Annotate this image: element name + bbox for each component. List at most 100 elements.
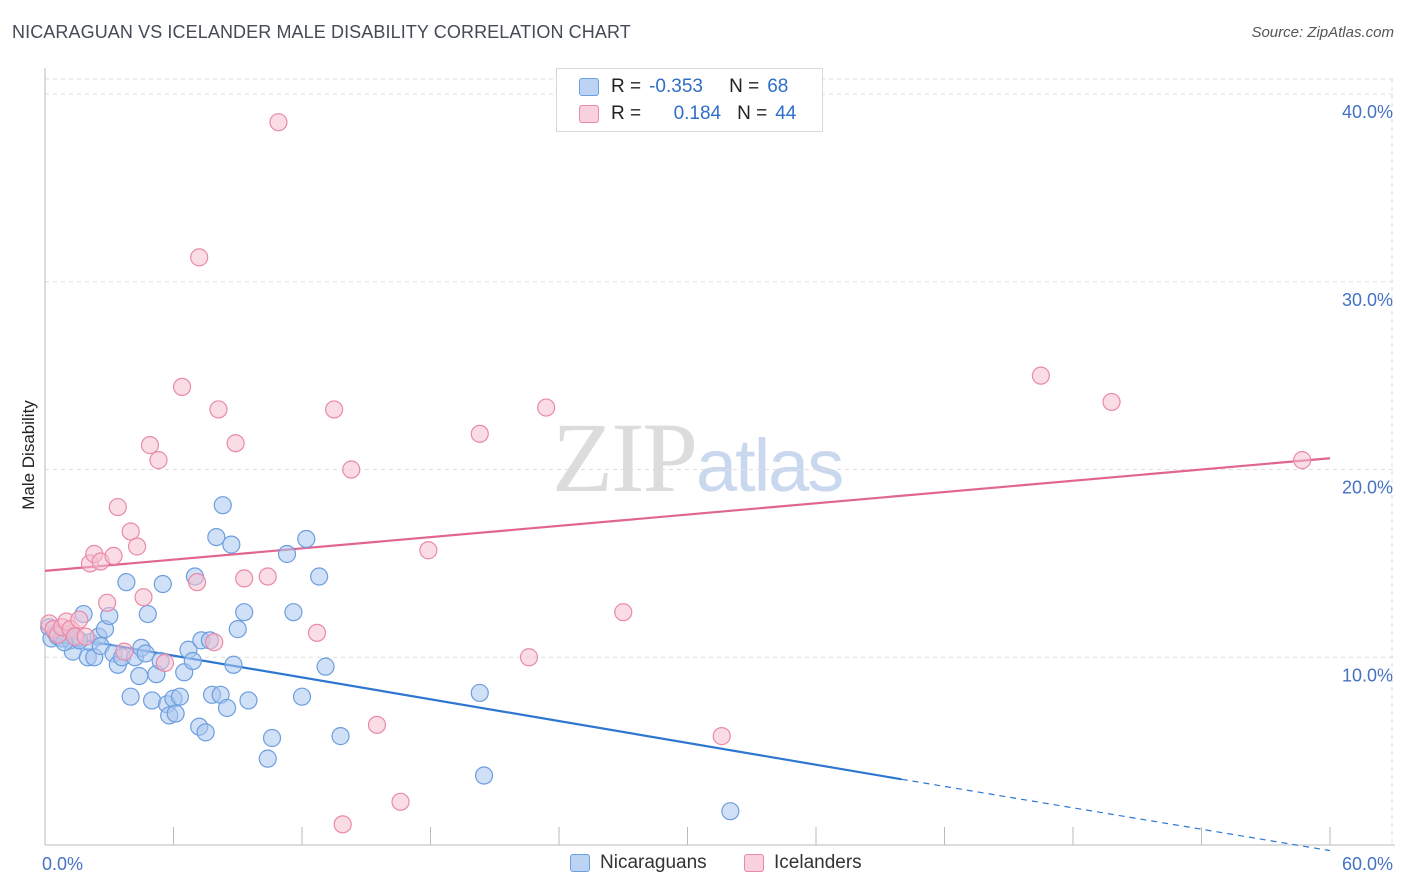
nicaraguan-point (222, 535, 241, 554)
icelander-point (205, 633, 224, 652)
icelander-point (190, 248, 209, 267)
icelander-point (258, 567, 277, 586)
icelander-point (155, 653, 175, 672)
trend-lines (44, 457, 1331, 852)
blue-swatch-icon (570, 854, 590, 872)
nicaraguan-point (474, 766, 494, 785)
nicaraguan-point (262, 728, 282, 748)
icelander-point (121, 522, 140, 541)
bottom-legend-label: Nicaraguans (600, 852, 707, 873)
nicaraguan-point (239, 691, 258, 710)
nicaraguan-point (316, 657, 335, 676)
y-axis-title: Male Disability (19, 400, 38, 510)
icelanders-trend-line (44, 457, 1331, 572)
icelander-point (342, 460, 361, 479)
watermark: ZIPatlas (552, 400, 844, 515)
nicaraguan-point (166, 704, 185, 723)
nicaraguan-point (183, 651, 202, 671)
icelander-point (1031, 366, 1050, 385)
chart-title: NICARAGUAN VS ICELANDER MALE DISABILITY … (12, 22, 631, 42)
legend-n-label: N = (737, 103, 768, 124)
pink-swatch-icon (744, 854, 764, 872)
nicaraguan-point (136, 644, 155, 663)
x-tick-label: 0.0% (42, 854, 83, 874)
nicaraguan-point (217, 698, 237, 718)
nicaraguan-point (235, 603, 254, 622)
icelander-point (307, 623, 327, 642)
legend-row-nicaraguans: R = -0.353 N = 68 (579, 75, 788, 99)
source-label: Source: ZipAtlas.com (1251, 24, 1394, 41)
nicaraguan-point (138, 604, 157, 624)
icelander-point (1293, 451, 1312, 470)
nicaraguan-point (196, 723, 215, 742)
axes (44, 68, 1395, 846)
blue-swatch-icon (579, 78, 599, 96)
nicaraguan-point (721, 802, 740, 821)
watermark-atlas: atlas (696, 424, 844, 507)
icelander-point (134, 588, 153, 607)
nicaraguan-point (284, 603, 303, 622)
legend-r-label: R = (611, 103, 642, 124)
nicaraguan-point (207, 527, 226, 547)
icelander-point (419, 541, 438, 560)
nicaraguan-point (297, 529, 316, 549)
y-tick-label: 30.0% (1342, 290, 1393, 310)
icelander-point (325, 400, 344, 419)
icelanders-points (40, 113, 1312, 834)
icelander-point (76, 627, 95, 646)
icelander-point (519, 648, 539, 667)
nicaraguan-point (258, 749, 277, 768)
nicaraguan-point (470, 683, 489, 703)
tick-labels: 10.0% 20.0% 30.0% 40.0% 0.0% 60.0% (42, 102, 1393, 874)
nicaraguan-point (170, 687, 190, 706)
nicaraguan-point (213, 496, 232, 515)
legend-r-value: -0.353 (649, 76, 703, 97)
nicaraguan-point (224, 655, 243, 674)
nicaraguan-point (153, 574, 172, 594)
bottom-legend-nicaraguans: Nicaraguans (570, 852, 707, 874)
nicaraguan-point (331, 727, 350, 746)
nicaraguan-point (228, 619, 247, 639)
nicaraguans-trend-extension (901, 778, 1331, 852)
icelander-point (226, 434, 245, 453)
y-tick-label: 40.0% (1342, 102, 1393, 122)
bottom-legend-icelanders: Icelanders (744, 852, 862, 874)
icelander-point (140, 436, 160, 455)
legend-r-label: R = (611, 76, 642, 97)
icelander-point (470, 424, 489, 443)
legend-n-label: N = (729, 76, 760, 97)
icelander-point (209, 400, 228, 419)
x-tick-label: 60.0% (1342, 854, 1393, 874)
icelander-point (187, 573, 207, 592)
icelander-point (149, 451, 168, 470)
icelander-point (127, 537, 147, 556)
legend-r-value: 0.184 (673, 103, 722, 124)
correlation-legend: R = -0.353 N = 68 R = 0.184 N = 44 (556, 68, 823, 132)
pink-swatch-icon (579, 105, 599, 123)
nicaraguan-point (130, 666, 149, 686)
y-tick-label: 10.0% (1342, 665, 1393, 685)
icelander-point (391, 792, 410, 811)
y-tick-label: 20.0% (1342, 478, 1393, 498)
legend-row-icelanders: R = 0.184 N = 44 (579, 102, 796, 126)
icelander-point (712, 727, 731, 746)
icelander-point (115, 642, 134, 661)
icelander-point (367, 715, 387, 734)
nicaraguan-point (121, 687, 140, 706)
icelander-point (1102, 392, 1121, 412)
icelander-point (537, 398, 556, 417)
icelander-point (333, 815, 352, 834)
nicaraguan-point (277, 544, 297, 564)
icelander-point (98, 593, 117, 612)
icelander-point (614, 603, 633, 622)
bottom-legend-label: Icelanders (774, 852, 862, 873)
nicaraguan-point (117, 573, 136, 592)
icelander-point (108, 497, 127, 517)
icelander-point (269, 113, 288, 132)
icelander-point (172, 377, 192, 397)
legend-n-value: 68 (767, 76, 789, 97)
nicaraguan-point (142, 691, 162, 710)
legend-n-value: 44 (775, 103, 797, 124)
nicaraguan-point (310, 567, 329, 586)
